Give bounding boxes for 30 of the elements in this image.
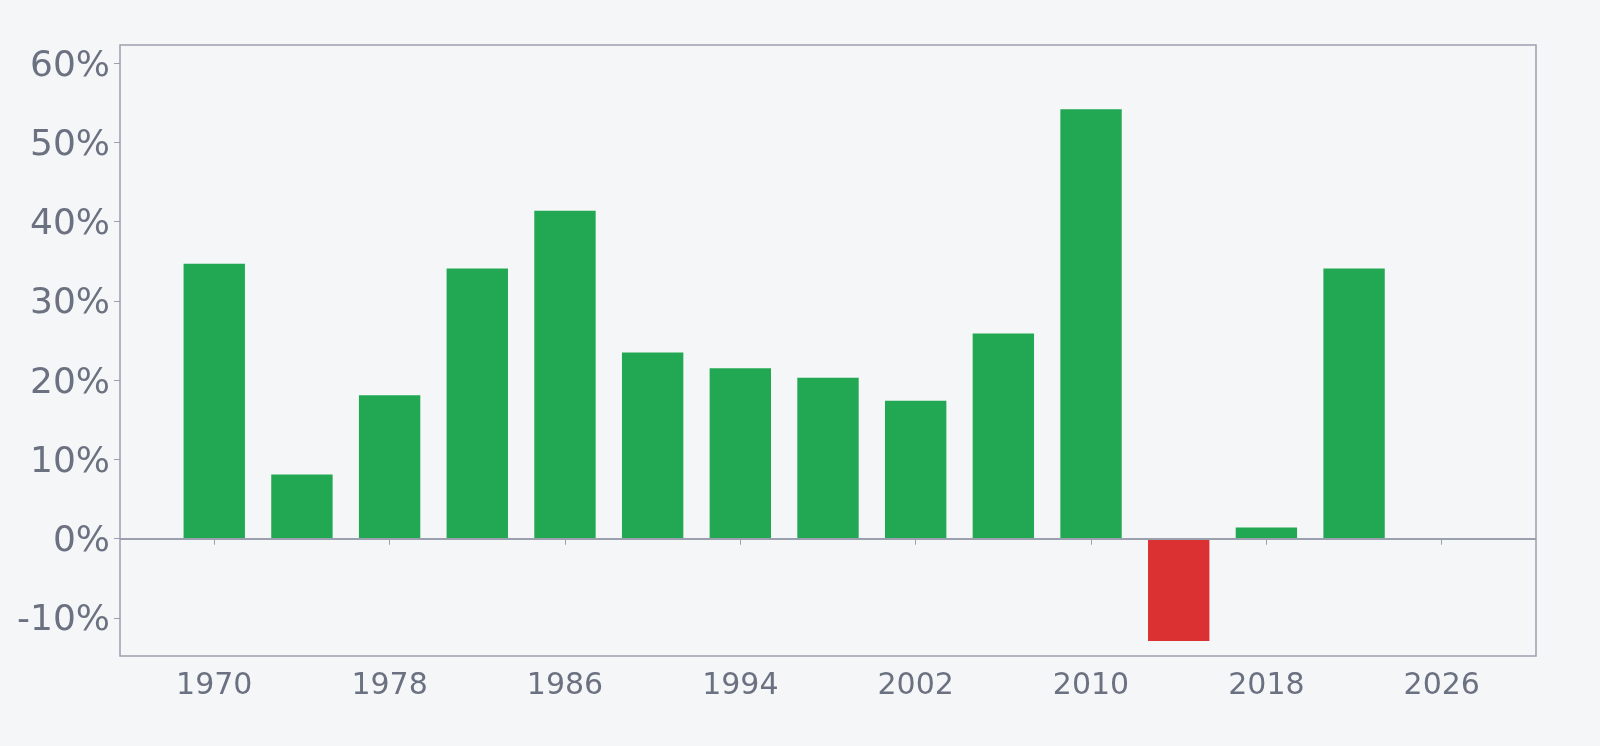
x-tick-label: 1986 — [526, 665, 604, 701]
y-tick-label: 60% — [29, 42, 110, 84]
bar — [797, 377, 859, 539]
bar — [1060, 109, 1122, 539]
y-tick-label: 40% — [29, 201, 110, 243]
y-tick-label: 20% — [29, 359, 110, 401]
bar — [709, 368, 772, 539]
bar — [1148, 538, 1210, 641]
y-tick-label: 0% — [52, 518, 110, 560]
bar — [271, 474, 333, 539]
x-tick-label: 1970 — [176, 665, 253, 701]
bar — [1235, 527, 1298, 539]
bar — [534, 210, 596, 539]
x-tick-label: 2018 — [1228, 665, 1305, 701]
bar — [884, 400, 947, 539]
x-tick-label: 1994 — [702, 665, 779, 701]
bar — [972, 333, 1035, 539]
y-tick-label: -10% — [16, 597, 110, 639]
x-tick-label: 2026 — [1403, 665, 1480, 701]
bar — [1323, 268, 1385, 539]
bar — [621, 352, 684, 539]
bar — [183, 263, 245, 539]
y-tick-label: 30% — [29, 280, 110, 322]
y-tick-label: 50% — [29, 121, 110, 163]
y-tick-label: 10% — [29, 438, 110, 480]
x-tick-label: 1978 — [351, 665, 428, 701]
x-tick-label: 2010 — [1052, 665, 1130, 701]
bar — [446, 268, 508, 539]
x-tick-label: 2002 — [877, 665, 954, 701]
bar — [358, 395, 421, 539]
